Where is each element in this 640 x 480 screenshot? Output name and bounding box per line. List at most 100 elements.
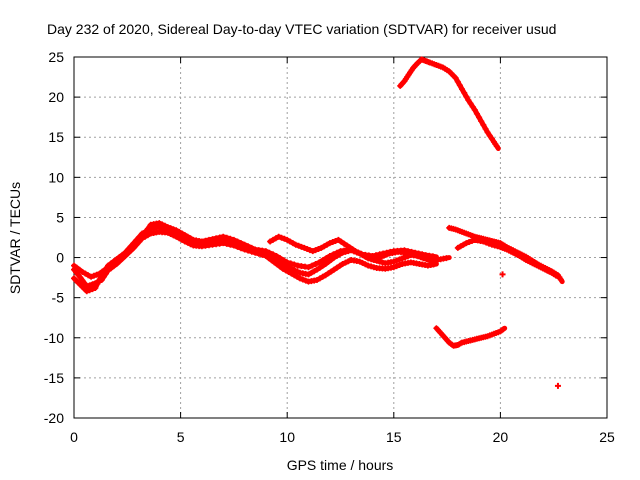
data-point: [170, 226, 177, 233]
data-point: [426, 257, 433, 263]
data-point: [133, 240, 140, 247]
data-point: [378, 253, 384, 260]
data-point: [142, 229, 149, 236]
data-point: [383, 251, 390, 258]
data-point: [90, 272, 97, 279]
data-point: [466, 239, 473, 245]
data-point: [238, 240, 244, 247]
data-point: [463, 240, 470, 247]
data-point: [459, 86, 465, 93]
x-axis-label: GPS time / hours: [287, 457, 394, 473]
y-axis-label: SDTVAR / TECUs: [7, 182, 23, 294]
gridlines: [74, 57, 607, 418]
data-point: [92, 285, 99, 291]
y-tick-label: -5: [52, 290, 65, 306]
data-point: [399, 255, 406, 262]
data-point: [380, 252, 387, 259]
data-point: [402, 254, 409, 261]
data-point: [220, 233, 227, 240]
x-tick-label: 15: [386, 429, 402, 445]
series-line: [71, 229, 439, 289]
data-point: [198, 238, 205, 245]
data-point: [326, 240, 333, 247]
data-point: [298, 243, 305, 250]
data-point: [557, 276, 564, 283]
data-point: [136, 236, 143, 243]
plot-frame: [73, 56, 608, 419]
data-point: [552, 272, 559, 279]
data-point: [369, 256, 376, 263]
data-point: [291, 261, 298, 268]
data-point: [409, 251, 416, 258]
series-line: [71, 224, 439, 294]
data-point: [319, 257, 326, 264]
data-point: [480, 238, 487, 245]
data-point: [443, 255, 450, 262]
data-point: [278, 234, 285, 241]
data-point: [488, 135, 495, 142]
data-point: [379, 259, 386, 266]
data-point: [390, 258, 397, 265]
data-point: [333, 249, 340, 256]
data-point: [266, 249, 273, 256]
data-point: [139, 233, 146, 240]
data-point: [295, 242, 302, 249]
data-point: [491, 242, 498, 249]
data-point: [275, 233, 282, 240]
data-point: [130, 243, 137, 250]
data-point: [316, 259, 323, 266]
data-point: [463, 93, 470, 100]
data-point: [93, 271, 100, 278]
data-point: [280, 257, 287, 264]
data-point: [273, 253, 280, 259]
data-point: [420, 255, 427, 262]
chart-title: Day 232 of 2020, Sidereal Day-to-day VTE…: [47, 21, 556, 37]
series-track-b: [267, 233, 452, 264]
data-point: [230, 236, 237, 243]
data-point: [284, 259, 291, 266]
y-tick-label: 15: [48, 129, 64, 145]
data-point: [83, 288, 90, 295]
data-point: [209, 236, 216, 243]
data-point: [323, 255, 330, 262]
data-point: [469, 103, 476, 110]
data-point: [297, 275, 303, 282]
data-point: [494, 243, 501, 250]
data-point: [299, 276, 306, 283]
data-point: [94, 280, 101, 287]
data-point: [454, 78, 461, 85]
data-point: [305, 264, 312, 271]
data-point: [412, 252, 419, 259]
data-point: [312, 247, 319, 254]
data-point: [393, 263, 400, 270]
data-point: [86, 287, 93, 294]
y-tick-label: -20: [44, 410, 64, 426]
data-point: [483, 239, 490, 246]
data-point: [390, 264, 397, 271]
data-point: [473, 110, 480, 117]
series-track-d: [454, 236, 561, 280]
y-tick-label: -15: [44, 370, 64, 386]
data-point: [248, 244, 255, 251]
data-point: [202, 237, 209, 244]
data-point: [486, 132, 493, 139]
data-point: [245, 243, 252, 250]
data-point: [144, 225, 151, 232]
data-point: [227, 235, 234, 242]
y-tick-label: 0: [56, 250, 64, 266]
data-point: [403, 249, 410, 256]
data-point: [456, 82, 463, 89]
data-point: [480, 121, 487, 128]
data-series: [71, 56, 565, 389]
axis-ticks: [73, 56, 608, 419]
data-point: [471, 106, 478, 113]
data-point: [493, 143, 500, 150]
data-point: [415, 253, 421, 260]
data-point: [476, 114, 483, 121]
data-point: [368, 263, 375, 270]
series-outliers: [499, 271, 561, 389]
tick-labels: 0 5 10 15 20 25 -20 -15 -10 -5 0 5 10 15 20 25: [44, 49, 615, 445]
y-tick-label: 5: [56, 209, 64, 225]
data-point: [467, 100, 474, 107]
data-point: [486, 240, 492, 247]
